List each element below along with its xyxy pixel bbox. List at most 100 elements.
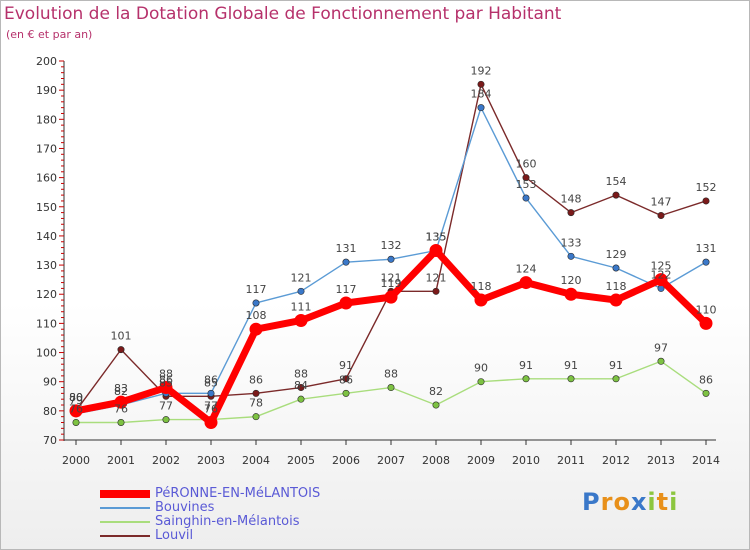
- data-label: 111: [291, 300, 312, 313]
- legend-label-peronne: PéRONNE-EN-MéLANTOIS: [155, 486, 321, 501]
- data-label: 91: [519, 359, 533, 372]
- data-label: 122: [651, 268, 672, 281]
- data-label: 82: [114, 385, 128, 398]
- series-point: [252, 413, 260, 421]
- data-label: 80: [69, 391, 83, 404]
- x-tick-label: 2008: [422, 454, 450, 467]
- series-point: [612, 264, 620, 272]
- series-point: [702, 197, 710, 205]
- x-tick-label: 2014: [692, 454, 720, 467]
- y-tick-label: 180: [36, 113, 57, 126]
- legend-label-sainghin: Sainghin-en-Mélantois: [155, 514, 300, 529]
- data-label: 83: [114, 382, 128, 395]
- logo-letter: x: [630, 488, 648, 516]
- data-label: 147: [651, 196, 672, 209]
- data-label: 91: [339, 359, 353, 372]
- x-tick-label: 2003: [197, 454, 225, 467]
- series-point: [339, 296, 353, 310]
- series-point: [522, 194, 530, 202]
- data-label: 121: [291, 271, 312, 284]
- data-label: 86: [204, 373, 218, 386]
- data-label: 131: [336, 242, 357, 255]
- data-label: 88: [159, 368, 173, 381]
- x-tick-label: 2010: [512, 454, 540, 467]
- data-label: 88: [384, 368, 398, 381]
- y-tick-label: 160: [36, 172, 57, 185]
- data-label: 88: [294, 368, 308, 381]
- x-tick-label: 2002: [152, 454, 180, 467]
- series-point: [654, 273, 668, 287]
- data-label: 125: [651, 260, 672, 273]
- data-label: 148: [561, 193, 582, 206]
- data-label: 80: [69, 391, 83, 404]
- data-label: 76: [204, 403, 218, 416]
- data-label: 154: [606, 175, 627, 188]
- series-point: [477, 104, 485, 112]
- data-label: 192: [471, 64, 492, 77]
- data-label: 77: [204, 400, 218, 413]
- logo-letter: P: [582, 488, 601, 516]
- series-point: [612, 191, 620, 199]
- legend-label-bouvines: Bouvines: [155, 500, 215, 515]
- series-lines: [69, 80, 713, 430]
- series-point: [429, 244, 443, 257]
- series-point: [297, 395, 305, 403]
- x-tick-label: 2000: [62, 454, 90, 467]
- x-tick-label: 2007: [377, 454, 405, 467]
- series-point: [477, 378, 485, 386]
- series-point: [252, 299, 260, 307]
- logo-letter: o: [613, 488, 631, 516]
- series-point: [207, 389, 215, 397]
- y-tick-label: 100: [36, 347, 57, 360]
- data-label: 133: [561, 236, 582, 249]
- series-point: [117, 419, 125, 427]
- data-label: 86: [159, 373, 173, 386]
- x-tick-label: 2009: [467, 454, 495, 467]
- data-label: 84: [294, 379, 308, 392]
- series-point: [117, 346, 125, 354]
- data-label: 118: [471, 280, 492, 293]
- data-label: 129: [606, 248, 627, 261]
- data-label: 117: [246, 283, 267, 296]
- data-label: 76: [69, 403, 83, 416]
- data-label: 160: [516, 158, 537, 171]
- data-label: 86: [249, 373, 263, 386]
- series-point: [699, 316, 713, 330]
- data-label: 121: [381, 271, 402, 284]
- data-label: 76: [114, 403, 128, 416]
- y-tick-label: 90: [43, 376, 57, 389]
- data-label: 118: [606, 280, 627, 293]
- data-label: 86: [339, 373, 353, 386]
- series-point: [567, 252, 575, 260]
- data-label: 135: [426, 231, 447, 244]
- series-point: [342, 389, 350, 397]
- series-point: [252, 389, 260, 397]
- y-tick-label: 140: [36, 230, 57, 243]
- chart-title: Evolution de la Dotation Globale de Fonc…: [4, 4, 562, 24]
- series-point: [567, 375, 575, 383]
- series-point: [432, 287, 440, 295]
- series-point: [612, 375, 620, 383]
- series-point: [297, 384, 305, 392]
- series-point: [522, 375, 530, 383]
- data-label: 153: [516, 178, 537, 191]
- data-label: 184: [471, 88, 492, 101]
- data-label: 86: [699, 373, 713, 386]
- data-label: 91: [609, 359, 623, 372]
- y-tick-label: 130: [36, 259, 57, 272]
- legend-label-louvil: Louvil: [155, 528, 194, 543]
- series-point: [204, 416, 218, 430]
- series-point: [657, 357, 665, 365]
- x-tick-label: 2001: [107, 454, 135, 467]
- series-point: [69, 404, 83, 418]
- series-point: [384, 290, 398, 304]
- x-tick-label: 2006: [332, 454, 360, 467]
- data-label: 117: [336, 283, 357, 296]
- series-point: [609, 293, 623, 307]
- series-point: [387, 384, 395, 392]
- data-label: 91: [564, 359, 578, 372]
- data-label: 108: [246, 309, 267, 322]
- chart-subtitle: (en € et par an): [6, 28, 93, 41]
